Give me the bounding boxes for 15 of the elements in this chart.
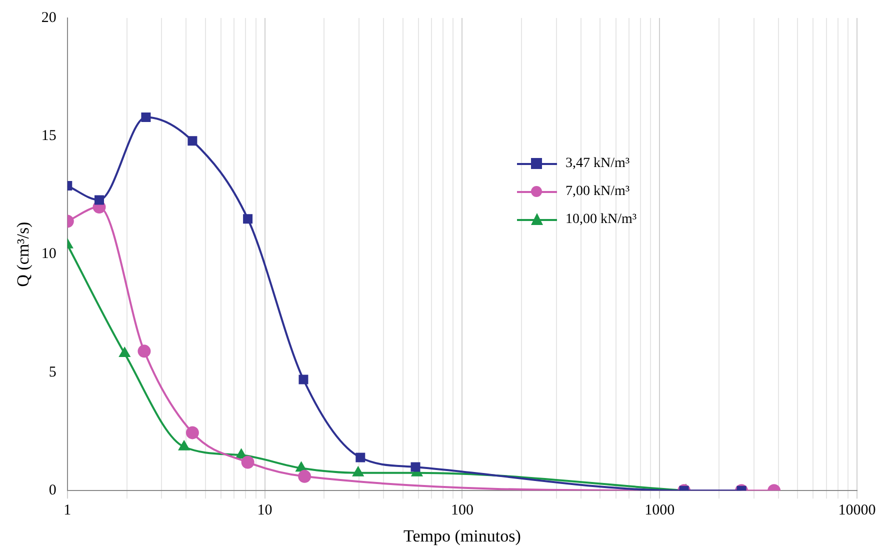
x-tick-label: 10000 — [838, 502, 876, 519]
y-tick-label: 5 — [48, 364, 56, 380]
legend-label: 10,00 kN/m³ — [565, 212, 637, 228]
x-tick-label: 1000 — [644, 502, 675, 519]
x-tick-label: 1 — [64, 502, 72, 519]
y-tick-label: 0 — [48, 482, 56, 499]
x-tick-label: 10 — [257, 502, 272, 519]
x-axis-title: Tempo (minutos) — [404, 526, 521, 546]
y-tick-label: 10 — [41, 246, 56, 262]
x-tick-label: 100 — [450, 502, 474, 519]
y-tick-label: 20 — [41, 10, 56, 26]
legend-label: 7,00 kN/m³ — [565, 184, 630, 200]
y-axis-title: Q (cm³/s) — [14, 222, 33, 287]
legend-label: 3,47 kN/m³ — [565, 156, 630, 172]
y-tick-label: 15 — [41, 128, 56, 144]
